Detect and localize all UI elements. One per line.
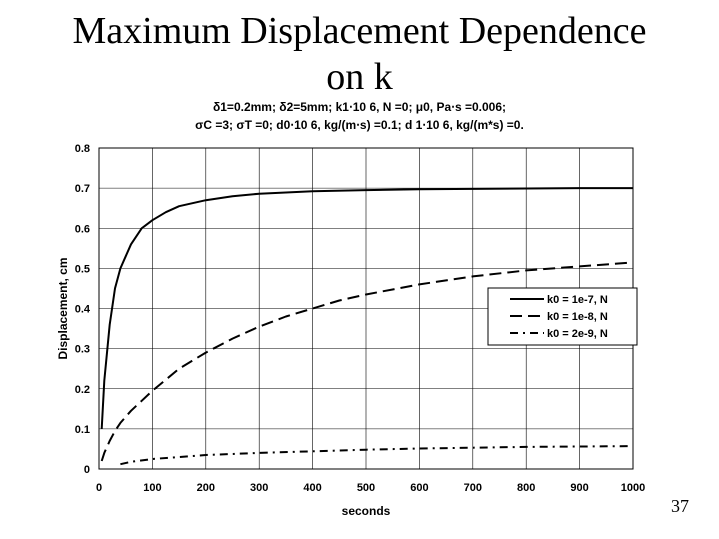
x-tick-label: 600 [410, 482, 428, 494]
y-axis-label: Displacement, cm [56, 257, 70, 359]
legend: k0 = 1e-7, N k0 = 1e-8, N k0 = 2e-9, N [487, 287, 638, 346]
y-tick-label: 0.7 [75, 183, 90, 195]
x-tick-label: 100 [143, 482, 161, 494]
x-tick-label: 400 [303, 482, 321, 494]
tick-labels: 0 100 200 300 400 500 600 700 800 900 1000 0 0.1 0.2 0… [75, 143, 646, 494]
page-number: 37 [671, 496, 689, 516]
y-tick-label: 0.6 [75, 223, 90, 235]
y-tick-label: 0.2 [75, 384, 90, 396]
series-line-3 [120, 445, 634, 466]
series-line-2 [100, 261, 634, 462]
parameters-line-1: δ1=0.2mm; δ2=5mm; k1⋅10 6, N =0; μ0, Pa⋅… [212, 100, 507, 114]
legend-label: k0 = 1e-7, N [547, 294, 608, 306]
y-tick-label: 0 [84, 464, 90, 476]
x-tick-label: 700 [464, 482, 482, 494]
y-tick-label: 0.5 [75, 263, 90, 275]
series-layer [100, 187, 634, 466]
title-line-2: on k [326, 56, 393, 98]
y-tick-label: 0.1 [75, 424, 90, 436]
x-tick-label: 500 [357, 482, 375, 494]
x-axis-label: seconds [342, 504, 391, 518]
x-tick-label: 900 [570, 482, 588, 494]
x-tick-label: 1000 [621, 482, 645, 494]
x-tick-label: 300 [250, 482, 268, 494]
title-line-1: Maximum Displacement Dependence [72, 10, 647, 52]
legend-label: k0 = 2e-9, N [547, 328, 608, 340]
y-tick-label: 0.3 [75, 344, 90, 356]
legend-label: k0 = 1e-8, N [547, 311, 608, 323]
x-tick-label: 0 [96, 482, 102, 494]
y-tick-label: 0.8 [75, 143, 90, 155]
series-line-1 [100, 187, 633, 429]
parameters-line-2: σC =3; σT =0; d0⋅10 6, kg/(m⋅s) =0.1; d … [195, 118, 524, 132]
y-tick-label: 0.4 [75, 304, 91, 316]
slide-title: Maximum Displacement Dependence on k [0, 8, 719, 100]
x-tick-label: 200 [197, 482, 215, 494]
x-tick-label: 800 [517, 482, 535, 494]
